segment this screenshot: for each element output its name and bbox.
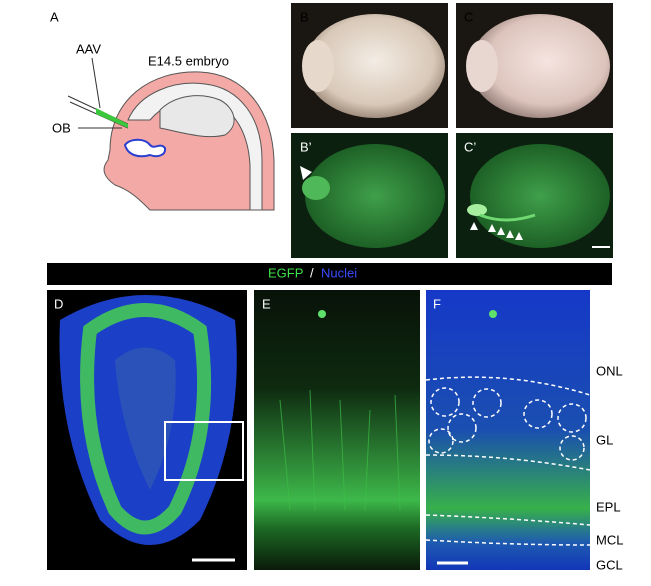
panel-label: B: [300, 9, 309, 24]
banner-label: Nuclei: [321, 265, 357, 280]
panel-label: E: [262, 296, 271, 311]
layer-label: EPL: [596, 499, 621, 514]
layer-label: ONL: [596, 363, 623, 378]
banner-label: EGFP: [268, 265, 303, 280]
layer-labels: ONL GL EPL MCL GCL: [596, 363, 623, 572]
panel-label: D: [54, 296, 63, 311]
panel-d: D: [47, 290, 247, 570]
panel-label: C: [464, 9, 473, 24]
panel-e: E: [254, 290, 420, 570]
annotation: E14.5 embryo: [148, 53, 229, 68]
banner-label: /: [310, 265, 314, 280]
schematic: A AAV E14.5 embryo OB: [50, 9, 275, 211]
layer-label: MCL: [596, 532, 623, 547]
panel-label: A: [50, 9, 59, 24]
panel-label: B’: [300, 139, 312, 154]
layer-label: GCL: [596, 557, 623, 572]
panel-label: F: [433, 296, 441, 311]
banner: EGFP / Nuclei: [47, 263, 612, 285]
layer-label: GL: [596, 432, 613, 447]
annotation: OB: [52, 120, 71, 135]
panel-f: F: [425, 290, 591, 570]
photo-panels: B C B’ C’: [291, 3, 613, 258]
panel-label: C’: [464, 139, 476, 154]
annotation: AAV: [76, 41, 101, 56]
